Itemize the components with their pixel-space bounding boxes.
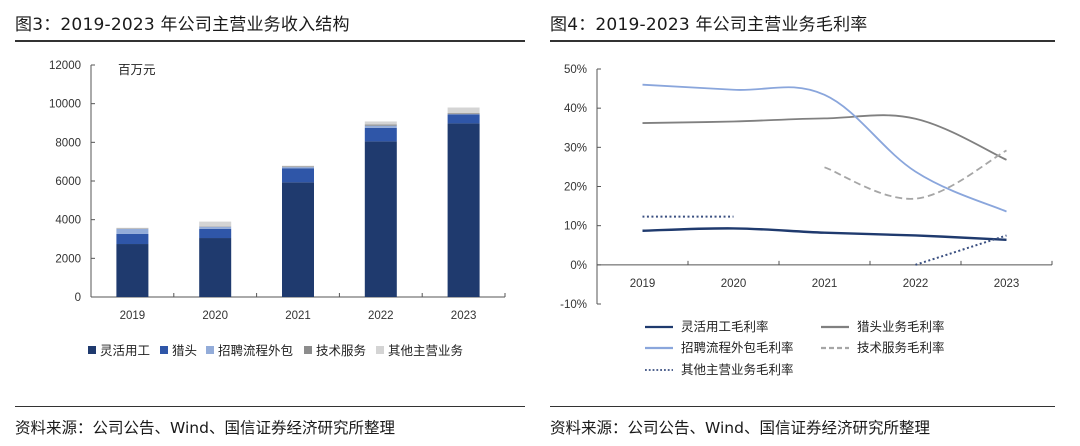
bar-segment xyxy=(116,227,149,229)
y-tick-label: 20% xyxy=(564,182,587,194)
title-divider xyxy=(15,40,525,42)
bar-segment xyxy=(447,113,480,115)
bar-segment xyxy=(199,221,232,227)
y-tick-label: -10% xyxy=(560,299,587,311)
bar-segment xyxy=(447,114,480,124)
bar-segment xyxy=(364,124,397,126)
x-tick-label: 2023 xyxy=(994,278,1020,290)
figure-title: 图3：2019-2023 年公司主营业务收入结构 xyxy=(15,15,350,35)
x-tick-label: 2020 xyxy=(202,310,228,322)
series-line xyxy=(642,227,1007,241)
bar-segment xyxy=(282,165,314,167)
legend-label: 其他主营业务 xyxy=(388,343,463,358)
y-tick-label: 8000 xyxy=(55,137,81,149)
y-tick-label: 0 xyxy=(75,292,81,304)
bar-segment xyxy=(116,233,149,245)
bar-segment xyxy=(447,107,480,114)
legend-label: 猎头 xyxy=(172,343,197,358)
bar-segment xyxy=(199,226,232,229)
x-tick-label: 2022 xyxy=(903,278,929,290)
y-tick-label: 10000 xyxy=(49,99,81,111)
x-tick-label: 2023 xyxy=(451,310,477,322)
bar-segment xyxy=(116,228,149,234)
legend-label: 招聘流程外包毛利率 xyxy=(681,340,794,355)
source-divider xyxy=(15,406,525,407)
bar-segment xyxy=(282,168,314,183)
x-tick-label: 2022 xyxy=(368,310,394,322)
bar-segment xyxy=(199,238,232,297)
legend-label: 猎头业务毛利率 xyxy=(857,319,945,334)
bar-segment xyxy=(364,141,397,297)
x-tick-label: 2019 xyxy=(120,310,146,322)
legend-swatch xyxy=(206,346,214,354)
bar-segment xyxy=(282,166,314,168)
series-line xyxy=(642,83,1007,213)
legend-swatch xyxy=(376,346,384,354)
bar-segment xyxy=(364,121,397,125)
y-tick-label: 10% xyxy=(564,221,587,233)
series-line xyxy=(824,149,1007,200)
legend-label: 其他主营业务毛利率 xyxy=(681,362,794,377)
bar-segment xyxy=(199,228,232,239)
legend-label: 招聘流程外包 xyxy=(218,343,293,358)
bar-segment xyxy=(447,123,480,298)
series-line xyxy=(915,234,1007,266)
y-tick-label: 2000 xyxy=(55,253,81,265)
bar-segment xyxy=(282,167,314,169)
x-tick-label: 2019 xyxy=(630,278,656,290)
legend-label: 灵活用工 xyxy=(100,343,150,358)
source-divider xyxy=(550,406,1055,407)
x-tick-label: 2021 xyxy=(812,278,838,290)
unit-label: 百万元 xyxy=(118,62,156,77)
legend-swatch xyxy=(160,346,168,354)
gross-margin-panel: 图4：2019-2023 年公司主营业务毛利率 -10% 0% 10% 20% 30% 4… xyxy=(545,0,1080,446)
revenue-stacked-bar-chart: 0 2000 4000 6000 8000 10000 12000 百万元 2019 2020 20… xyxy=(49,60,506,358)
figure-title: 图4：2019-2023 年公司主营业务毛利率 xyxy=(550,15,868,35)
y-tick-label: 0% xyxy=(570,260,587,272)
source-note: 资料来源：公司公告、Wind、国信证券经济研究所整理 xyxy=(15,419,395,437)
title-divider xyxy=(550,40,1055,42)
x-tick-label: 2020 xyxy=(721,278,747,290)
legend-swatch xyxy=(88,346,96,354)
bar-segment xyxy=(364,125,397,128)
bar-segment xyxy=(116,244,149,297)
revenue-structure-panel: 图3：2019-2023 年公司主营业务收入结构 0 2000 4000 6000 80… xyxy=(15,15,525,437)
legend-swatch xyxy=(304,346,312,354)
legend-label: 灵活用工毛利率 xyxy=(681,319,769,334)
y-tick-label: 40% xyxy=(564,103,587,115)
y-tick-label: 50% xyxy=(564,64,587,76)
y-tick-label: 30% xyxy=(564,142,587,154)
source-note: 资料来源：公司公告、Wind、国信证券经济研究所整理 xyxy=(550,419,930,437)
bar-segment xyxy=(364,127,397,142)
y-tick-label: 6000 xyxy=(55,176,81,188)
y-tick-label: 4000 xyxy=(55,215,81,227)
gross-margin-line-chart: -10% 0% 10% 20% 30% 40% 50% 2019 2020 2021 2022 202… xyxy=(560,64,1053,377)
legend-label: 技术服务 xyxy=(316,343,366,358)
series-line xyxy=(642,114,1007,161)
bar-segment xyxy=(282,182,314,297)
y-tick-label: 12000 xyxy=(49,60,81,72)
x-tick-label: 2021 xyxy=(285,310,311,322)
legend-label: 技术服务毛利率 xyxy=(857,340,945,355)
